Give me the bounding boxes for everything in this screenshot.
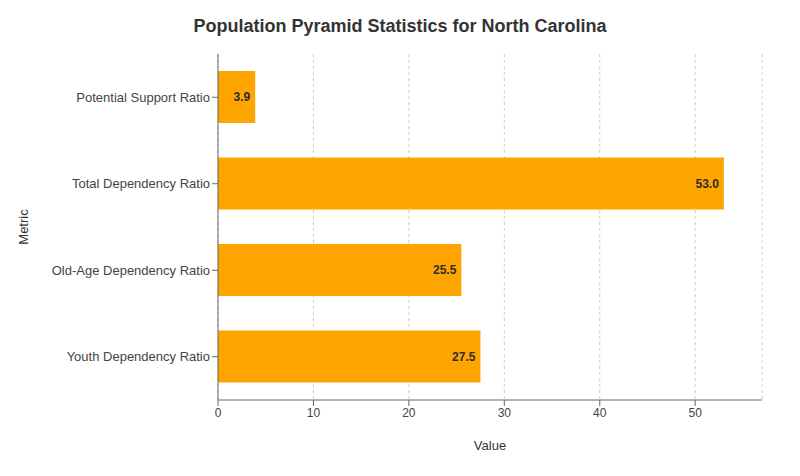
svg-text:Total Dependency Ratio: Total Dependency Ratio [72, 176, 210, 191]
svg-text:53.0: 53.0 [695, 177, 719, 191]
svg-text:Value: Value [474, 438, 506, 453]
svg-text:3.9: 3.9 [234, 90, 251, 104]
svg-text:0: 0 [215, 406, 222, 420]
svg-text:10: 10 [307, 406, 321, 420]
svg-text:40: 40 [593, 406, 607, 420]
svg-text:Old-Age Dependency Ratio: Old-Age Dependency Ratio [52, 263, 210, 278]
svg-text:Youth Dependency Ratio: Youth Dependency Ratio [67, 349, 210, 364]
svg-text:27.5: 27.5 [452, 350, 476, 364]
svg-text:20: 20 [402, 406, 416, 420]
svg-text:Potential Support Ratio: Potential Support Ratio [76, 90, 210, 105]
svg-text:50: 50 [689, 406, 703, 420]
svg-text:30: 30 [498, 406, 512, 420]
svg-text:Metric: Metric [16, 209, 31, 245]
html-text:Population Pyramid Statistics: Population Pyramid Statistics for North … [193, 16, 607, 36]
svg-text:25.5: 25.5 [433, 263, 457, 277]
